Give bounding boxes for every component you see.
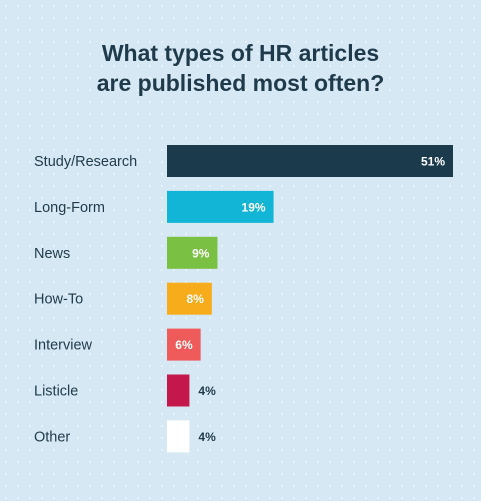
value-label-other: 4% <box>198 430 216 444</box>
bar-long-form <box>167 190 274 223</box>
category-label-interview: Interview <box>34 338 93 354</box>
value-label-listicle: 4% <box>198 384 216 398</box>
category-label-listicle: Listicle <box>34 384 78 400</box>
bar-news <box>167 236 218 269</box>
value-label-study-research: 51% <box>421 155 445 169</box>
chart-title: What types of HR articles are published … <box>0 38 481 98</box>
bar-study-research <box>167 145 453 177</box>
value-label-interview: 6% <box>175 338 193 352</box>
value-label-news: 9% <box>192 246 210 260</box>
category-label-study-research: Study/Research <box>34 154 137 170</box>
bar-how-to <box>167 282 212 315</box>
category-label-news: News <box>34 246 70 262</box>
category-label-how-to: How-To <box>34 292 83 308</box>
bar-other <box>167 420 190 453</box>
category-label-long-form: Long-Form <box>34 200 105 216</box>
bar-interview <box>167 328 201 361</box>
value-label-long-form: 19% <box>242 200 266 214</box>
bar-listicle <box>167 374 190 407</box>
chart-title-line-1: What types of HR articles <box>101 40 380 66</box>
chart-title-line-2: are published most often? <box>96 70 385 96</box>
category-label-other: Other <box>34 429 70 445</box>
value-label-how-to: 8% <box>187 292 205 306</box>
